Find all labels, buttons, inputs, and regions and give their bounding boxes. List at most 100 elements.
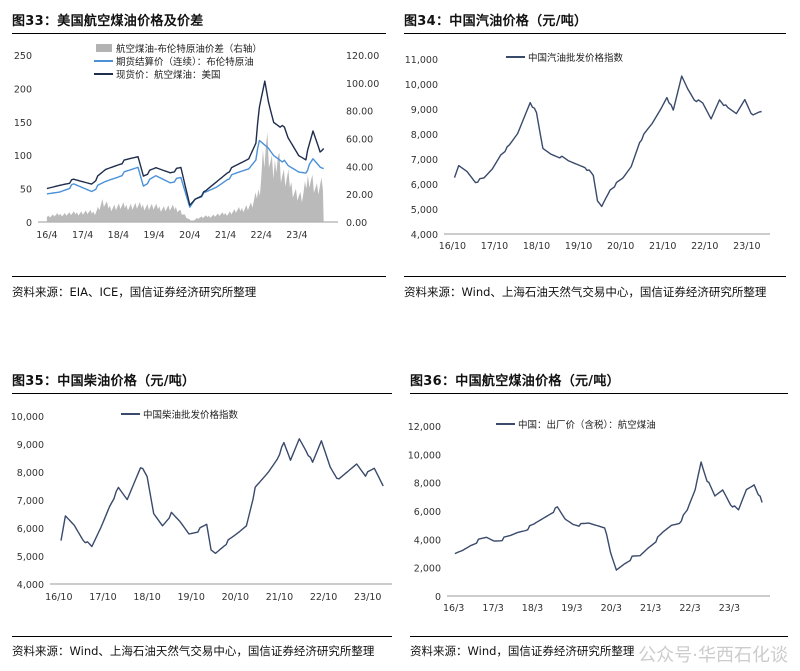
series-line-0 <box>60 438 384 554</box>
x-tick-label: 17/4 <box>72 230 93 241</box>
panel-3-title-rule <box>12 393 392 394</box>
series-line-0 <box>453 75 762 208</box>
panel-4-title-rule <box>410 393 788 394</box>
y-tick-label: 12,000 <box>408 422 441 433</box>
x-tick-label: 22/3 <box>679 603 700 614</box>
watermark-text: 公众号·华西石化谈 <box>638 645 788 666</box>
x-tick-label: 19/3 <box>561 603 582 614</box>
series-area-spread <box>46 132 324 222</box>
y-tick-label: 150 <box>14 118 32 129</box>
panel-1-title: 图33：美国航空煤油价格及价差 <box>12 14 204 29</box>
x-tick-label: 21/3 <box>640 603 661 614</box>
legend-label-0: 中国汽油批发价格指数 <box>528 52 624 64</box>
x-tick-label: 23/10 <box>733 241 760 252</box>
y-tick-label: 9,000 <box>17 440 44 451</box>
y-tick-label: 10,000 <box>405 80 438 91</box>
panel-2-title-rule <box>404 33 786 34</box>
x-tick-label: 18/3 <box>522 603 543 614</box>
y-tick-label: 100 <box>14 151 32 162</box>
legend-label-0: 航空煤油-布伦特原油价差（右轴） <box>116 43 262 55</box>
x-tick-label: 20/10 <box>222 592 249 603</box>
y-tick-label: 5,000 <box>17 552 44 563</box>
legend-label-0: 中国：出厂价（含税）：航空煤油 <box>518 419 656 431</box>
x-tick-label: 18/10 <box>133 592 160 603</box>
x-tick-label: 22/10 <box>310 592 337 603</box>
panel-3-title: 图35：中国柴油价格（元/吨） <box>12 374 196 389</box>
y2-tick-label: 120.00 <box>346 51 379 62</box>
x-tick-label: 16/10 <box>45 592 72 603</box>
panel-1-source: 资料来源：EIA、ICE，国信证券经济研究所整理 <box>12 285 257 299</box>
x-tick-label: 21/10 <box>649 241 676 252</box>
y-tick-label: 6,000 <box>411 180 438 191</box>
y-tick-label: 50 <box>20 185 32 196</box>
x-tick-label: 20/3 <box>601 603 622 614</box>
y2-tick-label: 20.00 <box>346 190 373 201</box>
y-tick-label: 6,000 <box>17 524 44 535</box>
jet-fuel-us-chart: 0 50 100 150 200 250 0.00 20.00 40.00 60.00 80.00 1… <box>14 43 379 241</box>
x-tick-label: 23/3 <box>719 603 740 614</box>
series-line-1 <box>46 139 324 208</box>
y-tick-label: 7,000 <box>411 155 438 166</box>
x-tick-label: 23/10 <box>354 592 381 603</box>
panel-4-source: 资料来源：Wind，国信证券经济研究所整理 <box>410 644 635 658</box>
y-tick-label: 8,000 <box>414 479 441 490</box>
y-tick-label: 4,000 <box>414 535 441 546</box>
x-tick-label: 18/10 <box>523 241 550 252</box>
y-tick-label: 200 <box>14 84 32 95</box>
panel-4-source-rule <box>410 636 788 637</box>
jet-fuel-china-chart: 0 2,000 4,000 6,000 8,000 10,000 12,000 16/3 17/… <box>408 419 770 614</box>
y-tick-label: 0 <box>435 592 441 603</box>
panel-3-source: 资料来源：Wind、上海石油天然气交易中心，国信证券经济研究所整理 <box>12 644 375 658</box>
y-tick-label: 250 <box>14 51 32 62</box>
y-tick-label: 7,000 <box>17 496 44 507</box>
x-tick-label: 16/10 <box>439 241 466 252</box>
y-tick-label: 10,000 <box>408 450 441 461</box>
x-tick-label: 16/4 <box>36 230 57 241</box>
diesel-china-chart: 4,000 5,000 6,000 7,000 8,000 9,000 10,000 16/1… <box>11 409 392 603</box>
y-tick-label: 9,000 <box>411 105 438 116</box>
x-tick-label: 19/10 <box>178 592 205 603</box>
legend-label-2: 现货价：航空煤油：美国 <box>116 69 221 81</box>
panel-2-source: 资料来源：Wind、上海石油天然气交易中心，国信证券经济研究所整理 <box>404 285 767 299</box>
y-tick-label: 10,000 <box>11 412 44 423</box>
x-tick-label: 20/4 <box>179 230 200 241</box>
y2-tick-label: 40.00 <box>346 162 373 173</box>
legend-label-0: 中国柴油批发价格指数 <box>143 409 239 421</box>
x-tick-label: 17/10 <box>89 592 116 603</box>
y-tick-label: 5,000 <box>411 205 438 216</box>
panel-2-source-rule <box>404 276 786 277</box>
panel-4-title: 图36：中国航空煤油价格（元/吨） <box>410 374 620 389</box>
x-tick-label: 16/3 <box>443 603 464 614</box>
y-tick-label: 2,000 <box>414 564 441 575</box>
x-tick-label: 22/4 <box>251 230 272 241</box>
y-tick-label: 11,000 <box>405 55 438 66</box>
y-tick-label: 4,000 <box>411 230 438 241</box>
y-tick-label: 8,000 <box>17 468 44 479</box>
y-tick-label: 6,000 <box>414 507 441 518</box>
y2-tick-label: 100.00 <box>346 79 379 90</box>
panel-1-source-rule <box>12 276 386 277</box>
x-tick-label: 20/10 <box>607 241 634 252</box>
x-tick-label: 21/4 <box>215 230 236 241</box>
y-tick-label: 8,000 <box>411 130 438 141</box>
y2-tick-label: 60.00 <box>346 135 373 146</box>
y2-tick-label: 0.00 <box>346 218 367 229</box>
gasoline-china-chart: 4,000 5,000 6,000 7,000 8,000 9,000 10,000 11,0… <box>405 52 770 252</box>
legend-label-1: 期货结算价（连续）：布伦特原油 <box>116 56 254 68</box>
x-tick-label: 17/10 <box>481 241 508 252</box>
legend-swatch-0 <box>96 44 112 52</box>
panel-3-source-rule <box>12 636 392 637</box>
y-tick-label: 4,000 <box>17 580 44 591</box>
y2-tick-label: 80.00 <box>346 107 373 118</box>
x-tick-label: 22/10 <box>691 241 718 252</box>
x-tick-label: 21/10 <box>266 592 293 603</box>
x-tick-label: 18/4 <box>108 230 129 241</box>
x-tick-label: 17/3 <box>482 603 503 614</box>
series-line-2 <box>46 80 325 206</box>
x-tick-label: 23/4 <box>286 230 307 241</box>
x-tick-label: 19/10 <box>565 241 592 252</box>
y-tick-label: 0 <box>26 218 32 229</box>
panel-2-title: 图34：中国汽油价格（元/吨） <box>404 14 588 29</box>
x-tick-label: 19/4 <box>143 230 164 241</box>
panel-1-title-rule <box>12 33 386 34</box>
